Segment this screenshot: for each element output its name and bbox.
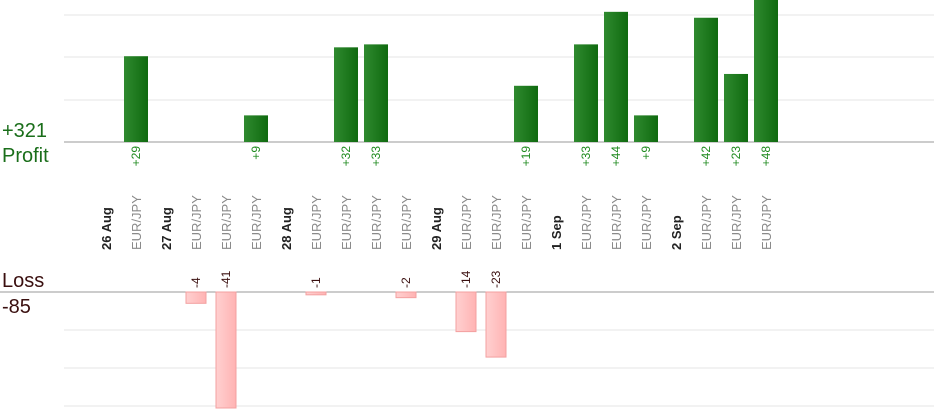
profit-value-label: +23: [729, 146, 743, 167]
loss-value-label: -23: [489, 270, 503, 288]
pair-label: EUR/JPY: [189, 195, 204, 250]
loss-bar: [455, 291, 477, 333]
loss-value-label: -41: [219, 270, 233, 288]
profit-bar: [574, 44, 598, 142]
loss-total: -85: [2, 296, 31, 318]
loss-value-label: -2: [399, 277, 413, 288]
pair-label: EUR/JPY: [639, 195, 654, 250]
pair-label: EUR/JPY: [759, 195, 774, 250]
loss-value-label: -14: [459, 270, 473, 288]
profit-bar: [364, 44, 388, 142]
profit-bar: [124, 56, 148, 143]
profit-bar: [634, 115, 658, 142]
pair-label: EUR/JPY: [459, 195, 474, 250]
pair-label: EUR/JPY: [309, 195, 324, 250]
date-label: 2 Sep: [669, 215, 684, 250]
profit-value-label: +19: [519, 146, 533, 167]
loss-value-label: -4: [189, 277, 203, 288]
profit-bar: [244, 115, 268, 142]
pair-label: EUR/JPY: [699, 195, 714, 250]
pair-label: EUR/JPY: [219, 195, 234, 250]
loss-bar: [185, 291, 207, 304]
profit-bar: [514, 85, 538, 142]
date-label: 1 Sep: [549, 215, 564, 250]
profit-value-label: +33: [579, 146, 593, 167]
profit-value-label: +9: [249, 146, 263, 160]
bars: [124, 0, 778, 409]
pair-label: EUR/JPY: [369, 195, 384, 250]
date-label: 26 Aug: [99, 207, 114, 250]
pair-label: EUR/JPY: [249, 195, 264, 250]
profit-value-label: +9: [639, 146, 653, 160]
profit-bar: [334, 47, 358, 143]
profit-bar: [754, 0, 778, 142]
profit-bar: [724, 73, 748, 142]
profit-value-label: +33: [369, 146, 383, 167]
profit-value-label: +44: [609, 146, 623, 167]
profit-total: +321: [2, 120, 48, 142]
profit-value-label: +48: [759, 146, 773, 167]
loss-bar: [305, 291, 327, 296]
profit-label: Profit: [2, 145, 49, 167]
loss-bar: [395, 291, 417, 299]
pair-label: EUR/JPY: [609, 195, 624, 250]
pair-label: EUR/JPY: [729, 195, 744, 250]
profit-value-label: +29: [129, 146, 143, 167]
pair-label: EUR/JPY: [519, 195, 534, 250]
pair-label: EUR/JPY: [339, 195, 354, 250]
pair-label: EUR/JPY: [129, 195, 144, 250]
date-label: 27 Aug: [159, 207, 174, 250]
loss-value-label: -1: [309, 277, 323, 288]
date-label: 29 Aug: [429, 207, 444, 250]
pair-label: EUR/JPY: [399, 195, 414, 250]
profit-value-label: +42: [699, 146, 713, 167]
date-label: 28 Aug: [279, 207, 294, 250]
labels: 26 Aug EUR/JPY +29 27 Aug EUR/JPY -4 EUR/JPY -4…: [99, 146, 774, 288]
loss-bar: [215, 291, 237, 409]
profit-bar: [604, 11, 628, 143]
loss-label: Loss: [2, 270, 45, 292]
pair-label: EUR/JPY: [579, 195, 594, 250]
loss-bar: [485, 291, 507, 358]
pair-label: EUR/JPY: [489, 195, 504, 250]
profit-bar: [694, 17, 718, 142]
profit-value-label: +32: [339, 146, 353, 167]
